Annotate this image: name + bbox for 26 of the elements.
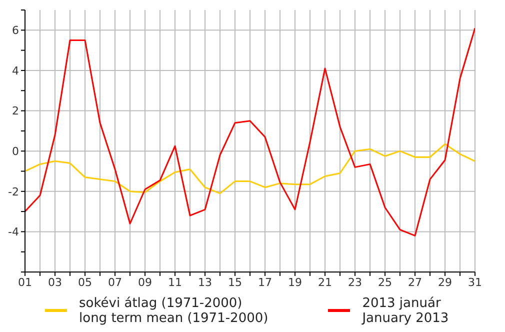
x-tick-label: 05 [78,276,92,289]
x-tick-label: 15 [228,276,242,289]
line-series [25,27,475,236]
x-tick-label: 21 [318,276,332,289]
x-tick-label: 07 [108,276,122,289]
x-tick-label: 03 [48,276,62,289]
line-series [25,143,475,194]
x-tick-label: 29 [438,276,452,289]
x-tick-label: 17 [258,276,272,289]
y-tick-label: 0 [12,144,19,158]
y-tick-label: -2 [8,185,19,198]
x-tick-label: 19 [288,276,302,289]
x-tick-label: 09 [138,276,152,289]
y-tick-label: 4 [12,64,19,78]
y-tick-label: 2 [12,104,19,118]
x-tick-label: 01 [18,276,32,289]
x-tick-label: 31 [468,276,482,289]
x-tick-label: 11 [168,276,182,289]
legend-label: 2013 január January 2013 [362,296,449,326]
x-tick-label: 25 [378,276,392,289]
x-tick-label: 27 [408,276,422,289]
x-tick-label: 13 [198,276,212,289]
y-tick-label: -4 [8,226,19,239]
y-tick-label: 6 [12,24,19,38]
x-tick-label: 23 [348,276,362,289]
legend-label: sokévi átlag (1971-2000) long term mean (1971-2000) [79,296,268,326]
